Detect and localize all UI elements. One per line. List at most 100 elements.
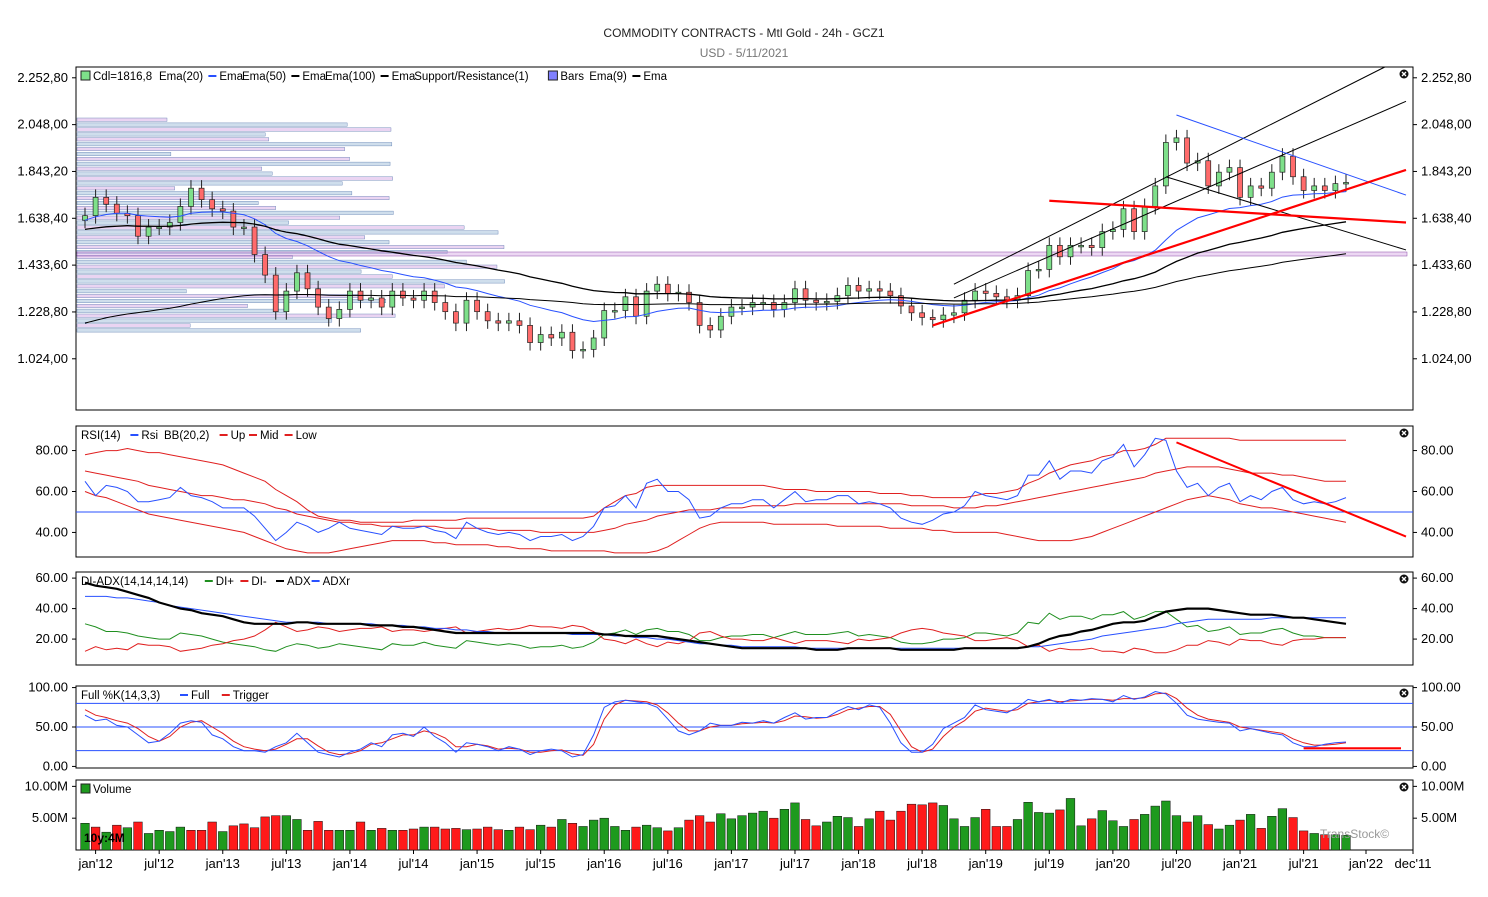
volume-bar	[1224, 824, 1235, 851]
channel-mid-line	[953, 100, 1407, 299]
watermark: TransStock©	[1320, 827, 1389, 841]
y-tick-label-right: 10.00M	[1421, 778, 1464, 793]
profile-bar	[76, 132, 266, 137]
price-panel: 2.252,80 2.252,80 2.048,00 2.048,00 1.843,20…	[17, 66, 1472, 411]
channel-low-line	[1165, 176, 1407, 251]
volume-bar	[101, 831, 111, 851]
volume-bar	[1182, 821, 1192, 851]
volume-bar	[1277, 808, 1288, 851]
x-tick-label: jan'15	[459, 856, 494, 871]
volume-bar	[885, 819, 895, 851]
y-tick-label-right: 1.433,60	[1421, 257, 1472, 272]
candle-body	[283, 290, 290, 313]
volume-bar	[536, 824, 546, 851]
volume-bar	[589, 819, 599, 851]
volume-bar	[800, 819, 811, 851]
candle-body	[813, 299, 820, 303]
profile-bar	[76, 308, 286, 313]
candle-body	[601, 310, 608, 339]
profile-bar	[76, 176, 393, 181]
volume-bar	[112, 824, 122, 851]
candle-body	[686, 291, 692, 303]
volume-bar	[822, 821, 832, 851]
candle-body	[1247, 185, 1254, 198]
candle-body	[1173, 137, 1180, 143]
volume-bar	[970, 817, 980, 851]
volume-bar	[1034, 812, 1044, 851]
profile-bar	[76, 279, 505, 284]
legend-label: BB(20,2)	[164, 430, 210, 442]
candle-body	[781, 302, 788, 310]
y-tick-label-left: 10.00M	[25, 778, 68, 793]
x-tick-label: jan'18	[840, 856, 875, 871]
panel-frame	[75, 425, 1414, 558]
volume-bar	[504, 830, 514, 851]
x-tick-label: jan'19	[968, 856, 1003, 871]
volume-bar	[578, 826, 588, 851]
volume-bar	[779, 809, 789, 851]
x-tick-label: jul'21	[1288, 856, 1319, 871]
volume-bar	[747, 812, 758, 851]
candle-body	[1163, 142, 1169, 187]
volume-bar	[1076, 825, 1086, 851]
x-tick-label: jan'16	[586, 856, 621, 871]
volume-bar	[599, 817, 609, 851]
candle-body	[113, 203, 120, 214]
candle-body	[845, 285, 851, 297]
candle-body	[760, 302, 767, 305]
y-tick-label-left: 40.00	[35, 601, 68, 616]
volume-bar	[260, 816, 270, 851]
candle-body	[166, 222, 173, 228]
volume-bar	[440, 828, 450, 851]
profile-bar	[76, 269, 362, 274]
volume-bar	[430, 826, 440, 851]
candle-body	[527, 325, 533, 343]
profile-bar	[76, 161, 391, 166]
y-tick-label-left: 0.00	[43, 758, 68, 773]
legend-label: Mid	[260, 430, 279, 442]
candle-body	[1311, 185, 1318, 191]
candle-body	[410, 297, 417, 301]
volume-bar	[239, 823, 249, 851]
candle-body	[1152, 185, 1159, 207]
adx-panel: 60.00 60.00 40.00 40.00 20.00 20.00 DI-ADX(14,…	[35, 570, 1454, 666]
candle-body	[982, 290, 989, 294]
volume-bar	[514, 826, 525, 851]
volume-bar	[313, 821, 323, 851]
y-tick-label-left: 20.00	[35, 631, 68, 646]
profile-bar	[76, 122, 348, 127]
profile-bar	[76, 274, 393, 279]
x-tick-label: jan'20	[1095, 856, 1130, 871]
volume-bar	[1150, 805, 1160, 851]
bb-low-line	[84, 491, 1347, 554]
profile-bar	[76, 245, 505, 249]
volume-bar	[302, 830, 313, 851]
x-tick-label: jan'22	[1348, 856, 1383, 871]
x-tick-label: jul'18	[906, 856, 937, 871]
candle-body	[558, 331, 565, 339]
close-icon-glyph	[1401, 71, 1407, 77]
volume-bar	[408, 828, 419, 851]
volume-bar	[451, 828, 461, 851]
candle-body	[1120, 208, 1127, 230]
volume-bar	[1065, 798, 1076, 851]
candle-body	[294, 272, 300, 292]
profile-bar	[76, 313, 396, 318]
volume-bar	[525, 829, 535, 851]
volume-bar	[652, 827, 662, 851]
candle-body	[866, 288, 873, 292]
y-tick-label-right: 2.048,00	[1421, 117, 1472, 132]
candle-body	[802, 288, 809, 301]
bb-up-line	[84, 437, 1346, 523]
candle-body	[664, 283, 671, 294]
candles	[82, 129, 1349, 359]
adx-line	[84, 581, 1347, 651]
volume-bar	[726, 818, 736, 851]
volume-bar	[790, 802, 800, 851]
candle-body	[951, 312, 957, 316]
volume-bar	[1002, 826, 1012, 851]
volume-bar	[1012, 819, 1023, 851]
candle-body	[82, 215, 88, 221]
candle-body	[1141, 206, 1148, 232]
